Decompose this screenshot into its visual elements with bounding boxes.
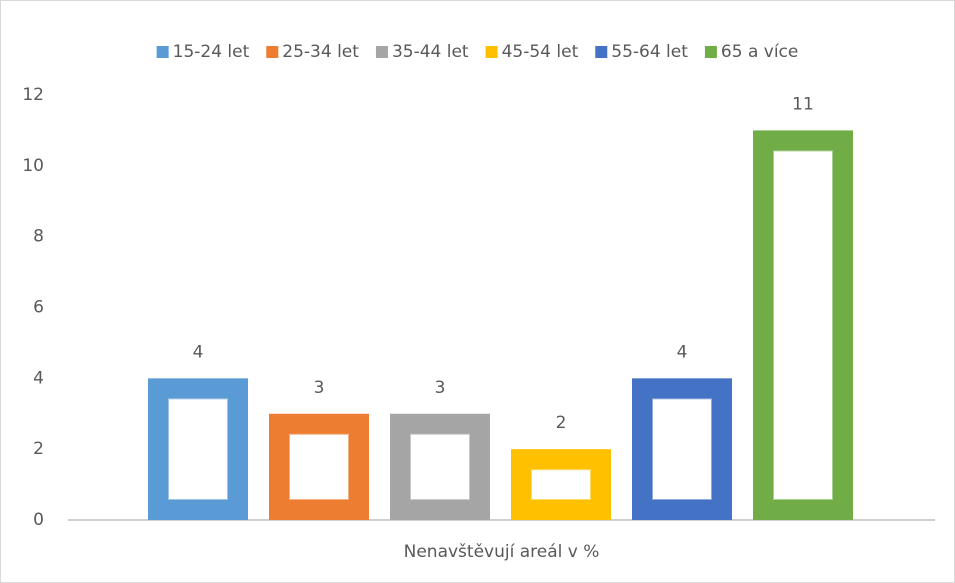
y-tick-label: 8 bbox=[33, 227, 44, 247]
data-label: 11 bbox=[792, 94, 814, 114]
legend-swatch bbox=[156, 46, 169, 58]
data-label: 2 bbox=[556, 413, 567, 433]
y-tick-label: 10 bbox=[22, 156, 44, 176]
legend-swatch bbox=[595, 46, 608, 58]
y-tick-label: 0 bbox=[33, 510, 44, 530]
bar-inner bbox=[167, 397, 229, 502]
y-tick-label: 12 bbox=[22, 85, 44, 105]
bar-inner bbox=[772, 149, 834, 502]
legend-label: 35-44 let bbox=[392, 42, 469, 62]
data-label: 3 bbox=[435, 378, 446, 398]
y-tick-label: 4 bbox=[33, 368, 44, 388]
data-label: 4 bbox=[193, 342, 204, 362]
y-tick-label: 6 bbox=[33, 298, 44, 318]
x-tick-label: Nenavštěvují areál v % bbox=[404, 542, 600, 562]
legend-label: 55-64 let bbox=[611, 42, 688, 62]
y-tick-label: 2 bbox=[33, 439, 44, 459]
legend-swatch bbox=[375, 46, 388, 58]
bar-inner bbox=[409, 432, 471, 501]
legend-swatch bbox=[485, 46, 498, 58]
legend-label: 25-34 let bbox=[282, 42, 359, 62]
bar-inner bbox=[530, 468, 592, 501]
bar-inner bbox=[651, 397, 713, 502]
legend-label: 45-54 let bbox=[502, 42, 579, 62]
legend-label: 65 a více bbox=[721, 42, 798, 62]
data-label: 4 bbox=[677, 342, 688, 362]
bar-inner bbox=[288, 432, 350, 501]
legend-swatch bbox=[266, 46, 279, 58]
legend-swatch bbox=[704, 46, 717, 58]
data-label: 3 bbox=[314, 378, 325, 398]
legend-label: 15-24 let bbox=[173, 42, 250, 62]
